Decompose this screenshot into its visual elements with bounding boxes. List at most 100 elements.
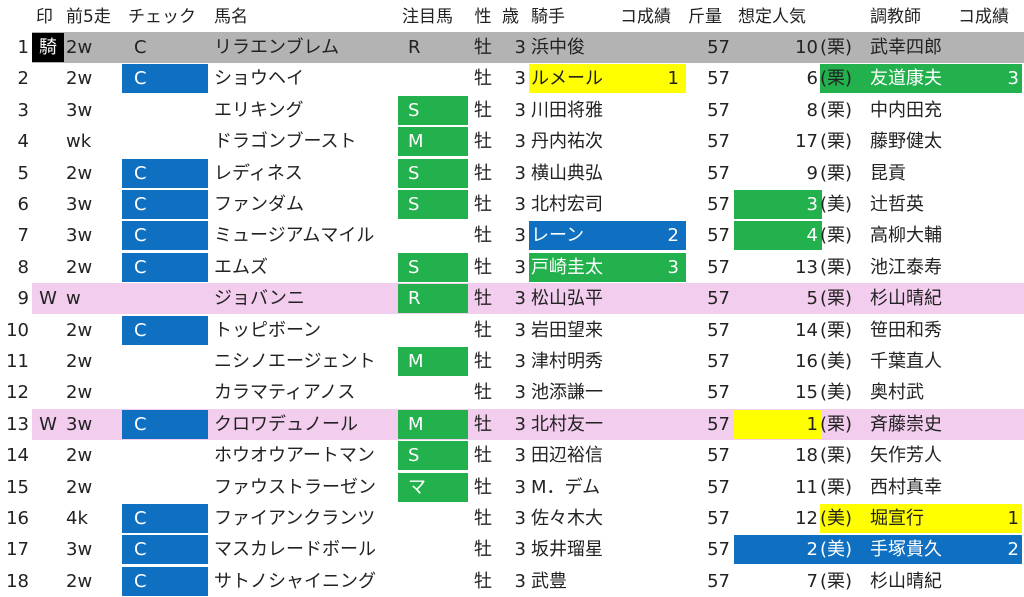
sex-cell[interactable]: 牡 — [474, 382, 492, 404]
region-cell[interactable]: (栗) — [820, 225, 853, 247]
region-cell[interactable]: (栗) — [820, 570, 853, 592]
sex-cell[interactable]: 牡 — [474, 445, 492, 467]
region-cell[interactable]: (栗) — [820, 68, 853, 90]
table-row[interactable]: 14 2w ホウオウアートマン S 牡 3 田辺裕信 57 18 (栗) 矢作芳人 — [0, 440, 1024, 471]
popularity-cell[interactable]: 6 — [806, 68, 818, 90]
jockey-cell[interactable]: 北村宏司 — [531, 194, 603, 215]
table-row[interactable]: 11 2w ニシノエージェント M 牡 3 津村明秀 57 16 (美) 千葉直人 — [0, 346, 1024, 377]
weight-cell[interactable]: 57 — [707, 382, 730, 404]
check-cell[interactable]: C — [134, 539, 147, 561]
jockey-cell[interactable]: 松山弘平 — [531, 288, 603, 310]
horse-name-cell[interactable]: クロワデュノール — [214, 413, 358, 435]
trainer-course-cell[interactable] — [950, 220, 1022, 251]
table-row[interactable]: 7 3w C ミュージアムマイル 牡 3 レーン 2 57 4 (栗) 高柳大輔 — [0, 220, 1024, 251]
trainer-cell[interactable]: 矢作芳人 — [870, 445, 942, 467]
trainer-course-cell[interactable] — [950, 126, 1022, 157]
age-cell[interactable]: 3 — [514, 445, 526, 467]
popularity-cell[interactable]: 13 — [795, 256, 818, 278]
trainer-course-cell[interactable] — [950, 32, 1022, 63]
jockey-course-cell[interactable] — [620, 409, 682, 440]
header-horse[interactable]: 馬名 — [214, 7, 248, 27]
region-cell[interactable]: (栗) — [820, 288, 853, 310]
table-row[interactable]: 15 2w ファウストラーゼン マ 牡 3 M．デム 57 11 (栗) 西村真幸 — [0, 472, 1024, 503]
jockey-course-cell[interactable] — [620, 315, 682, 346]
popularity-cell[interactable]: 18 — [795, 445, 818, 467]
prev5-cell[interactable]: 4k — [66, 508, 88, 529]
prev5-cell[interactable]: 2w — [66, 351, 93, 372]
popularity-cell[interactable]: 16 — [795, 351, 818, 372]
trainer-cell[interactable]: 斉藤崇史 — [870, 413, 942, 435]
sex-cell[interactable]: 牡 — [474, 570, 492, 592]
trainer-cell[interactable]: 高柳大輔 — [870, 225, 942, 247]
table-row[interactable]: 17 3w C マスカレードボール牡 3 坂井瑠星 57 2 (美) 手塚貴久 2 — [0, 534, 1024, 565]
trainer-cell[interactable]: 奥村武 — [870, 382, 924, 404]
weight-cell[interactable]: 57 — [707, 225, 730, 247]
focus-cell[interactable] — [400, 377, 466, 408]
weight-cell[interactable]: 57 — [707, 162, 730, 184]
trainer-course-cell[interactable] — [950, 189, 1022, 220]
jockey-course-cell[interactable] — [620, 566, 682, 597]
jockey-course-cell[interactable] — [620, 32, 682, 63]
trainer-cell[interactable]: 武幸四郎 — [870, 37, 942, 58]
region-cell[interactable]: (栗) — [820, 131, 853, 153]
trainer-course-cell[interactable] — [950, 283, 1022, 314]
prev5-cell[interactable]: 2w — [66, 476, 93, 498]
trainer-course-cell[interactable] — [950, 346, 1022, 377]
region-cell[interactable]: (栗) — [820, 476, 853, 498]
age-cell[interactable]: 3 — [514, 37, 526, 58]
jockey-course-cell[interactable] — [620, 126, 682, 157]
age-cell[interactable]: 3 — [514, 382, 526, 404]
header-jockey-course[interactable]: コ成績 — [620, 7, 671, 27]
jockey-course-cell[interactable] — [620, 472, 682, 503]
weight-cell[interactable]: 57 — [707, 194, 730, 215]
popularity-cell[interactable]: 10 — [795, 37, 818, 58]
region-cell[interactable]: (栗) — [820, 413, 853, 435]
trainer-course-cell[interactable] — [950, 252, 1022, 283]
prev5-cell[interactable]: 3w — [66, 539, 93, 561]
horse-name-cell[interactable]: ミュージアムマイル — [214, 225, 375, 247]
horse-name-cell[interactable]: レディネス — [214, 162, 303, 184]
prev5-cell[interactable]: 3w — [66, 99, 93, 121]
weight-cell[interactable]: 57 — [707, 413, 730, 435]
prev5-cell[interactable]: 2w — [66, 162, 93, 184]
trainer-course-cell[interactable] — [950, 158, 1022, 189]
region-cell[interactable]: (美) — [820, 382, 853, 404]
trainer-cell[interactable]: 西村真幸 — [870, 476, 942, 498]
trainer-course-cell[interactable] — [950, 472, 1022, 503]
trainer-cell[interactable]: 手塚貴久 — [870, 539, 942, 561]
age-cell[interactable]: 3 — [514, 570, 526, 592]
sex-cell[interactable]: 牡 — [474, 288, 492, 310]
check-cell[interactable]: C — [134, 413, 147, 435]
weight-cell[interactable]: 57 — [707, 539, 730, 561]
jockey-cell[interactable]: 池添謙一 — [531, 382, 603, 404]
header-weight[interactable]: 斤量 — [688, 7, 722, 27]
trainer-cell[interactable]: 辻哲英 — [870, 194, 924, 215]
trainer-course-cell[interactable] — [950, 440, 1022, 471]
popularity-cell[interactable]: 12 — [795, 508, 818, 529]
horse-name-cell[interactable]: カラマティアノス — [214, 382, 356, 404]
sex-cell[interactable]: 牡 — [474, 319, 492, 341]
weight-cell[interactable]: 57 — [707, 99, 730, 121]
jockey-cell[interactable]: 佐々木大 — [531, 508, 603, 529]
check-cell[interactable] — [128, 346, 208, 377]
focus-cell[interactable] — [400, 503, 466, 534]
weight-cell[interactable]: 57 — [707, 476, 730, 498]
horse-name-cell[interactable]: ファイアンクランツ — [214, 508, 376, 529]
trainer-cell[interactable]: 杉山晴紀 — [870, 570, 942, 592]
trainer-cell[interactable]: 中内田充 — [870, 99, 942, 121]
focus-cell[interactable] — [400, 566, 466, 597]
prev5-cell[interactable]: 2w — [66, 382, 93, 404]
table-row[interactable]: 16 4k C ファイアンクランツ 牡 3 佐々木大 57 12 (美) 堀宣行 1 — [0, 503, 1024, 534]
age-cell[interactable]: 3 — [514, 68, 526, 90]
table-row[interactable]: 8 2w C エムズ S 牡 3 戸崎圭太 3 57 13 (栗) 池江泰寿 — [0, 252, 1024, 283]
popularity-cell[interactable]: 5 — [806, 288, 818, 310]
jockey-cell[interactable]: M．デム — [531, 476, 601, 498]
horse-name-cell[interactable]: トッピボーン — [214, 319, 322, 341]
sex-cell[interactable]: 牡 — [474, 413, 492, 435]
popularity-cell[interactable]: 7 — [806, 570, 818, 592]
table-row[interactable]: 3 3w エリキング S 牡 3 川田将雅 57 8 (栗) 中内田充 — [0, 95, 1024, 126]
trainer-course-cell[interactable] — [950, 95, 1022, 126]
trainer-course-cell[interactable]: 1 — [1007, 508, 1019, 529]
trainer-cell[interactable]: 昆貢 — [870, 162, 906, 184]
jockey-course-cell[interactable]: 1 — [667, 68, 679, 90]
